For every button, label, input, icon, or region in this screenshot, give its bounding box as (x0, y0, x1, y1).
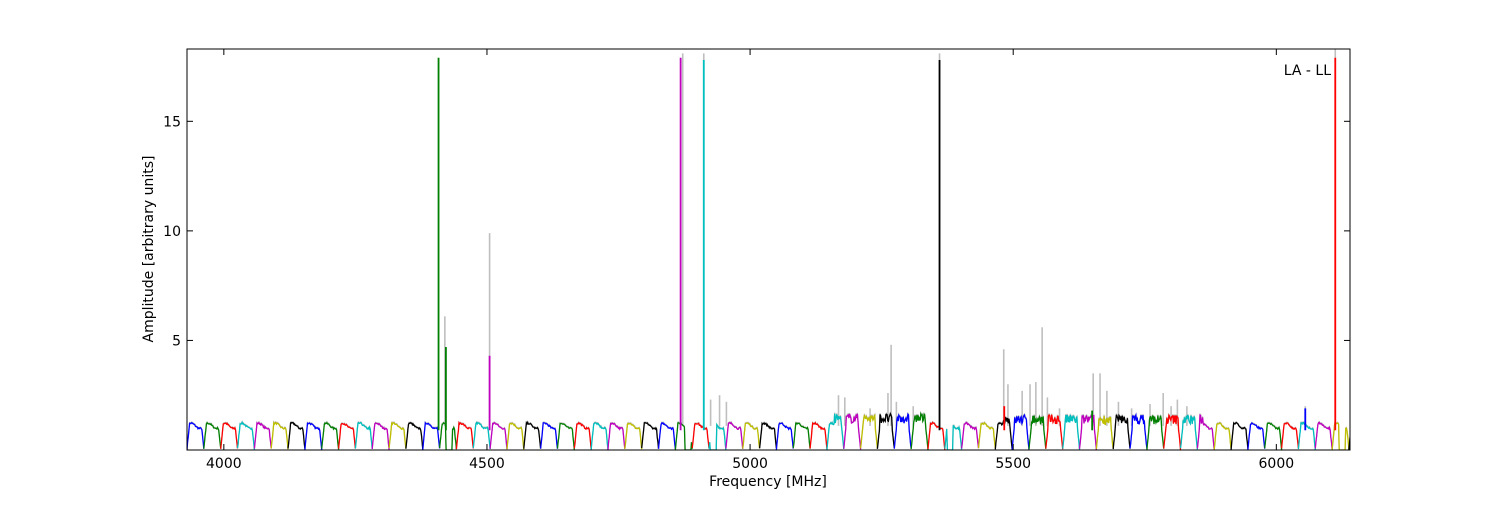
band-line (1062, 414, 1081, 450)
x-tick-label: 5000 (732, 456, 768, 472)
band-line (910, 411, 929, 450)
band-line (960, 421, 980, 449)
band-line (1247, 422, 1266, 450)
band-line (270, 420, 289, 450)
band-line (624, 422, 643, 450)
band-line (742, 422, 761, 449)
band-line (590, 422, 609, 450)
band-line (876, 411, 895, 449)
band-line (1264, 422, 1283, 450)
band-line (455, 420, 474, 450)
y-tick-label: 15 (163, 114, 181, 130)
band-line (977, 421, 996, 449)
band-line (287, 421, 306, 449)
band-line (187, 422, 205, 450)
plot-frame (186, 48, 1351, 451)
x-axis-label: Frequency [MHz] (709, 474, 827, 490)
x-tick-label: 6000 (1259, 456, 1295, 472)
x-tick-label: 4500 (469, 456, 505, 472)
band-line (792, 422, 811, 449)
y-axis-label: Amplitude [arbitrary units] (141, 156, 157, 343)
band-line (556, 422, 575, 450)
band-line (1196, 414, 1215, 450)
band-line (1280, 422, 1300, 449)
band-line (1179, 414, 1199, 450)
band-line (607, 422, 626, 450)
band-line (1011, 413, 1030, 450)
band-line (1314, 421, 1333, 450)
band-line (826, 413, 845, 450)
band-line (337, 422, 357, 449)
band-line (236, 420, 256, 450)
band-line (1028, 414, 1047, 450)
band-line (422, 421, 441, 450)
band-line (1112, 413, 1131, 450)
band-line (843, 413, 862, 450)
band-line (1129, 412, 1148, 449)
band-line (927, 421, 946, 450)
band-line (203, 421, 222, 449)
band-line (758, 421, 778, 449)
band-line (1095, 415, 1114, 449)
band-line (321, 421, 340, 450)
band-line (405, 421, 424, 450)
band-line (1078, 414, 1098, 450)
band-line (523, 420, 542, 449)
band-line (809, 421, 828, 449)
band-line (1213, 422, 1232, 450)
annotation-label: LA - LL (1284, 63, 1331, 79)
band-line (1163, 413, 1182, 450)
band-line (489, 422, 508, 450)
band-line (893, 412, 912, 449)
background-series (187, 49, 1350, 450)
band-line (304, 422, 323, 450)
band-line (1146, 415, 1165, 450)
band-line (1297, 422, 1316, 450)
x-tick-label: 4000 (206, 456, 242, 472)
band-line (506, 422, 525, 450)
band-line (438, 422, 458, 450)
band-line (253, 421, 272, 449)
band-line (388, 421, 407, 449)
band-line (1045, 413, 1064, 450)
band-line (944, 425, 963, 450)
band-line (674, 422, 693, 450)
band-line (775, 422, 794, 450)
band-line (354, 421, 373, 449)
band-line (573, 421, 592, 450)
band-line (691, 422, 710, 449)
band-line (725, 421, 744, 449)
y-tick-label: 10 (163, 224, 181, 240)
band-line (539, 422, 559, 449)
background-band-line (1348, 432, 1350, 450)
x-tick-label: 5500 (995, 456, 1031, 472)
band-series (187, 411, 1350, 450)
band-line (1348, 432, 1350, 450)
band-line (708, 422, 727, 450)
band-line (220, 422, 239, 449)
band-line (472, 421, 491, 450)
y-tick-label: 5 (172, 333, 181, 349)
band-line (371, 422, 390, 450)
axis-ticks: 4000 4500 5000 5500 6000 5 10 15 (163, 49, 1350, 472)
spike-series (437, 57, 1337, 431)
band-line (1230, 421, 1249, 450)
band-line (657, 421, 677, 450)
band-line (859, 413, 879, 449)
band-line (641, 422, 660, 449)
